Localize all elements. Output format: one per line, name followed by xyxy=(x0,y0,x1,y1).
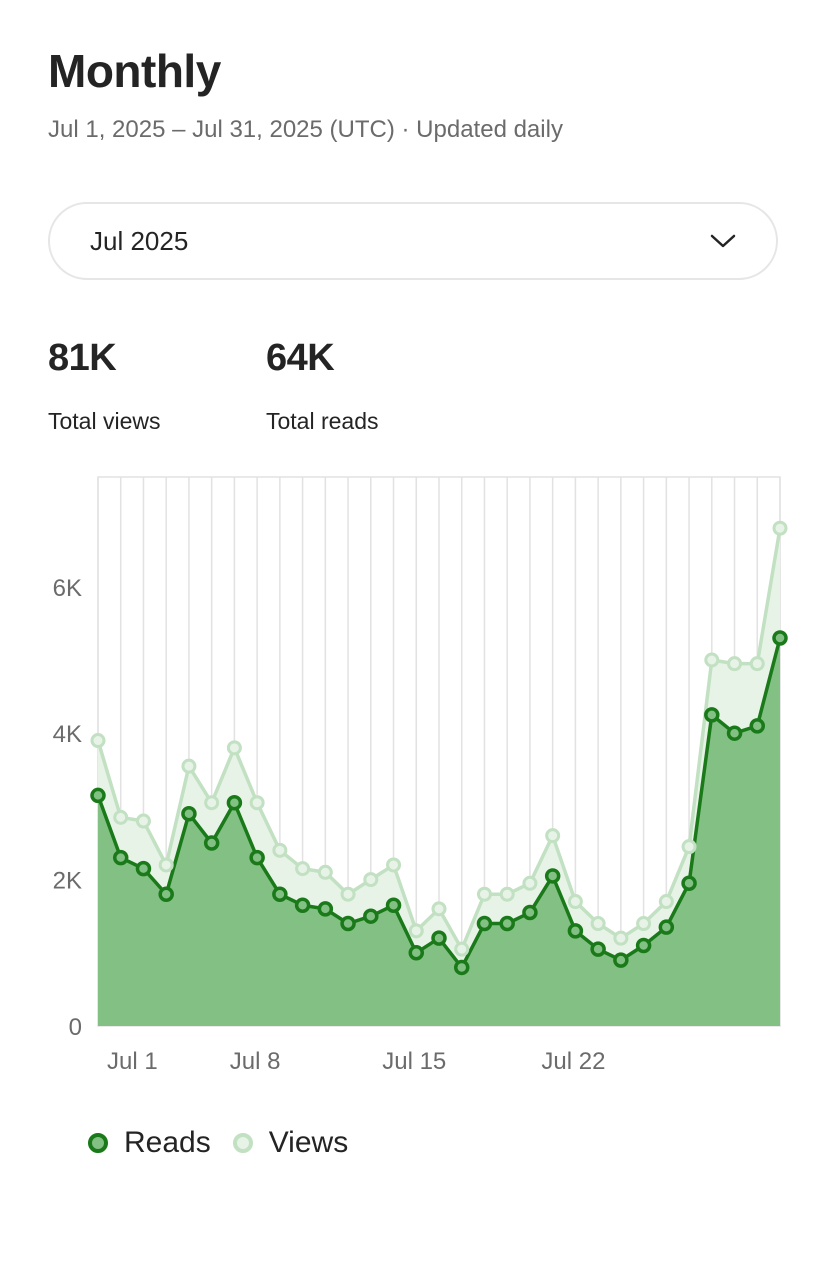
views-point xyxy=(681,839,697,855)
reads-area xyxy=(98,638,780,1026)
views-point xyxy=(204,795,220,811)
views-legend-marker-icon xyxy=(232,1133,253,1153)
reads-point xyxy=(613,952,629,968)
total-reads-stat: 64K Total reads xyxy=(266,338,379,435)
reads-point xyxy=(499,915,515,932)
reads-point xyxy=(317,901,334,917)
views-point xyxy=(363,872,379,888)
chevron-down-icon xyxy=(710,233,736,249)
views-point xyxy=(158,857,174,873)
y-tick-label: 4K xyxy=(53,721,82,748)
reads-point xyxy=(408,945,425,961)
y-tick-label: 6K xyxy=(53,575,82,602)
reads-point xyxy=(772,630,788,646)
reads-point xyxy=(272,886,288,902)
views-point xyxy=(749,656,765,672)
reads-point xyxy=(590,941,606,957)
total-views-value: 81K xyxy=(48,337,117,379)
views-point xyxy=(135,813,151,829)
reads-views-chart: 0 2K 4K 6K Jul 1 Jul 8 Jul 15 Jul 22 xyxy=(53,476,788,1075)
reads-point xyxy=(658,919,675,935)
total-views-label: Total views xyxy=(48,408,161,434)
y-tick-label: 0 xyxy=(69,1014,82,1041)
chart-legend: Reads Views xyxy=(88,1126,370,1160)
legend-label-reads: Reads xyxy=(124,1126,211,1159)
month-dropdown-value: Jul 2025 xyxy=(90,225,189,256)
views-point xyxy=(545,828,561,844)
x-tick-label: Jul 15 xyxy=(382,1048,446,1075)
reads-point xyxy=(453,959,470,976)
total-reads-label: Total reads xyxy=(266,408,379,434)
y-tick-label: 2K xyxy=(53,868,82,895)
reads-point xyxy=(726,725,743,741)
views-point xyxy=(658,894,674,910)
views-point xyxy=(226,740,242,756)
views-point xyxy=(636,916,652,932)
views-point xyxy=(613,930,629,946)
total-views-stat: 81K Total views xyxy=(48,338,160,435)
views-point xyxy=(567,894,583,910)
reads-point xyxy=(158,886,174,902)
views-point xyxy=(704,652,720,668)
legend-item-views[interactable]: Views xyxy=(232,1126,349,1160)
reads-point xyxy=(476,915,493,932)
views-point xyxy=(249,795,265,811)
reads-point xyxy=(203,835,220,851)
views-point xyxy=(431,901,447,917)
views-point xyxy=(499,886,515,902)
views-point xyxy=(454,941,470,957)
reads-point xyxy=(431,930,447,946)
reads-point xyxy=(681,875,697,892)
views-point xyxy=(408,923,424,939)
reads-point xyxy=(249,849,265,866)
views-point xyxy=(90,733,106,749)
reads-point xyxy=(635,937,652,954)
total-reads-value: 64K xyxy=(266,337,335,379)
reads-point xyxy=(181,805,197,822)
reads-point xyxy=(112,849,129,866)
reads-point xyxy=(135,860,152,877)
reads-point xyxy=(363,908,379,924)
views-point xyxy=(386,857,402,873)
legend-item-reads[interactable]: Reads xyxy=(88,1126,211,1160)
views-point xyxy=(772,520,788,536)
reads-point xyxy=(567,923,584,939)
views-point xyxy=(181,758,197,774)
x-tick-label: Jul 8 xyxy=(230,1048,281,1075)
reads-point xyxy=(385,897,402,913)
reads-point xyxy=(226,794,243,811)
views-point xyxy=(295,861,311,877)
views-point xyxy=(522,875,538,891)
page-title: Monthly xyxy=(48,45,221,97)
legend-label-views: Views xyxy=(268,1126,349,1159)
date-range-subtitle: Jul 1, 2025 – Jul 31, 2025 (UTC) · Updat… xyxy=(48,116,563,143)
reads-point xyxy=(90,787,106,804)
reads-legend-marker-icon xyxy=(88,1133,108,1153)
reads-point xyxy=(294,897,311,913)
reads-point xyxy=(704,707,720,723)
reads-point xyxy=(522,904,538,921)
x-tick-label: Jul 22 xyxy=(541,1048,605,1075)
reads-point xyxy=(544,868,561,884)
views-point xyxy=(476,886,492,902)
views-point xyxy=(317,864,333,880)
reads-point xyxy=(340,915,356,932)
views-point xyxy=(340,886,356,902)
views-point xyxy=(590,916,606,932)
reads-point xyxy=(749,718,766,734)
x-tick-label: Jul 1 xyxy=(107,1048,158,1075)
views-point xyxy=(272,842,288,858)
views-point xyxy=(113,809,129,825)
views-point xyxy=(727,656,743,672)
month-dropdown[interactable]: Jul 2025 xyxy=(48,202,778,280)
